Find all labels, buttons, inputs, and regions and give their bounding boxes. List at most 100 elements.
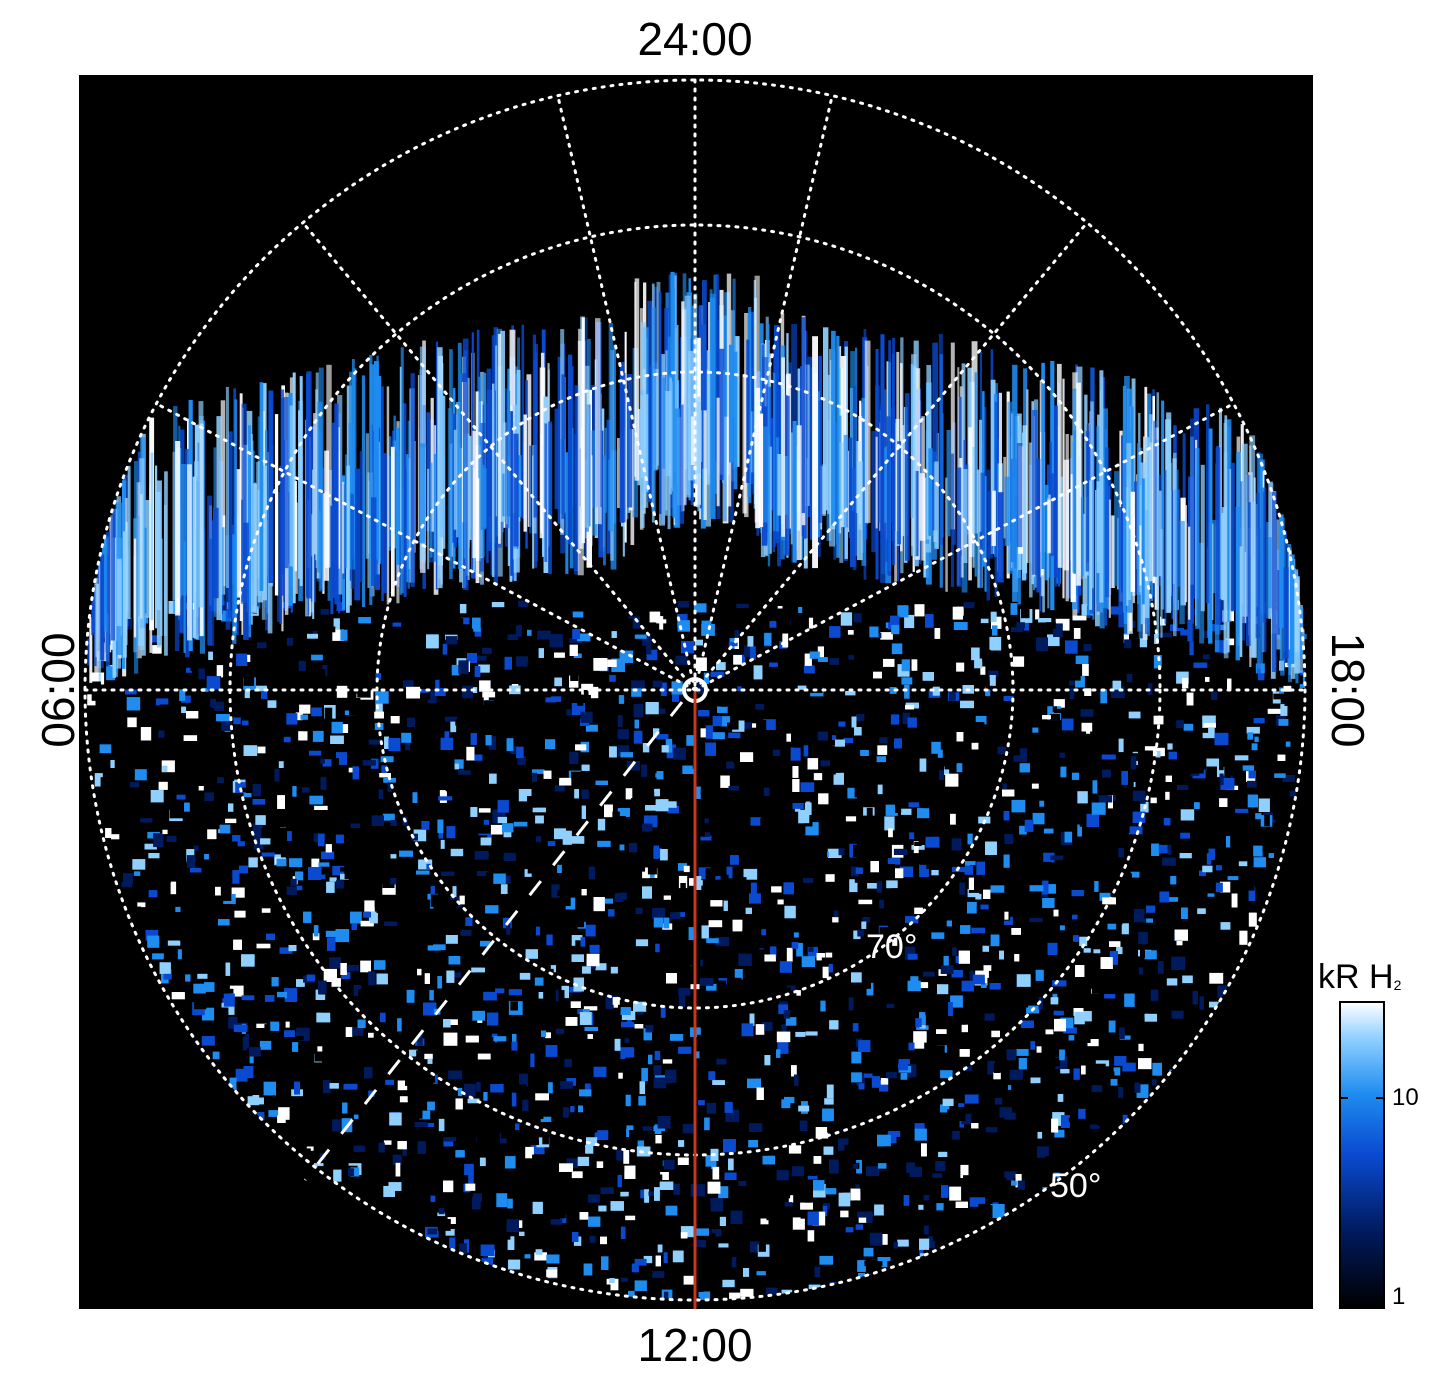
noise-pixel: [670, 1034, 684, 1041]
noise-pixel: [704, 995, 718, 1008]
noise-pixel: [1115, 650, 1128, 655]
noise-pixel: [710, 671, 725, 677]
noise-pixel: [111, 834, 120, 840]
noise-pixel: [1158, 844, 1168, 854]
noise-pixel: [309, 795, 323, 805]
noise-pixel: [335, 834, 344, 844]
noise-pixel: [1104, 994, 1116, 999]
noise-pixel: [353, 1114, 359, 1119]
noise-pixel: [955, 1201, 968, 1208]
noise-pixel: [620, 1275, 628, 1282]
noise-pixel: [697, 1034, 708, 1040]
noise-pixel: [678, 1140, 685, 1147]
noise-pixel: [312, 933, 320, 941]
noise-pixel: [483, 991, 497, 1001]
noise-pixel: [1009, 946, 1015, 954]
noise-pixel: [663, 1160, 675, 1170]
noise-pixel: [374, 960, 386, 970]
noise-pixel: [472, 1010, 485, 1021]
noise-pixel: [821, 957, 836, 964]
noise-pixel: [470, 733, 477, 745]
noise-pixel: [577, 1156, 590, 1166]
noise-pixel: [147, 935, 160, 948]
auroral-streak: [1200, 464, 1205, 612]
noise-pixel: [1152, 1062, 1162, 1076]
noise-pixel: [322, 1080, 331, 1093]
noise-pixel: [508, 1259, 521, 1270]
noise-pixel: [1193, 662, 1208, 668]
noise-pixel: [833, 1093, 842, 1102]
noise-pixel: [300, 1148, 311, 1159]
noise-pixel: [1064, 831, 1072, 843]
noise-pixel: [512, 1033, 517, 1048]
noise-pixel: [512, 946, 526, 953]
noise-pixel: [208, 718, 221, 732]
noise-pixel: [848, 655, 855, 660]
noise-pixel: [181, 858, 190, 873]
noise-pixel: [277, 1115, 286, 1123]
noise-pixel: [672, 731, 683, 736]
noise-pixel: [790, 747, 801, 761]
noise-pixel: [1100, 689, 1107, 704]
noise-pixel: [326, 881, 335, 893]
noise-pixel: [502, 1231, 511, 1240]
noise-pixel: [1070, 795, 1084, 803]
noise-pixel: [1264, 814, 1270, 827]
noise-pixel: [448, 1070, 463, 1080]
noise-pixel: [1080, 922, 1086, 932]
noise-pixel: [774, 990, 789, 1002]
noise-pixel: [108, 807, 118, 815]
noise-pixel: [728, 732, 741, 739]
noise-pixel: [803, 745, 809, 757]
noise-pixel: [1009, 738, 1022, 748]
auroral-streak: [388, 436, 392, 551]
noise-pixel: [332, 652, 346, 667]
noise-pixel: [559, 996, 571, 1011]
noise-pixel: [653, 1077, 667, 1089]
noise-pixel: [845, 691, 856, 696]
noise-pixel: [680, 883, 686, 892]
noise-pixel: [515, 656, 528, 667]
noise-pixel: [497, 1158, 504, 1168]
noise-pixel: [388, 1182, 402, 1191]
noise-pixel: [708, 920, 723, 928]
noise-pixel: [881, 1260, 888, 1268]
auroral-streak: [232, 534, 237, 644]
noise-pixel: [873, 1155, 878, 1166]
noise-pixel: [154, 705, 165, 716]
noise-pixel: [385, 1082, 394, 1090]
noise-pixel: [1079, 814, 1086, 827]
noise-pixel: [1192, 991, 1198, 1005]
noise-pixel: [778, 1004, 788, 1015]
noise-pixel: [252, 823, 263, 837]
noise-pixel: [137, 902, 146, 908]
noise-pixel: [340, 867, 354, 872]
noise-pixel: [973, 1212, 986, 1219]
noise-pixel: [1248, 912, 1257, 927]
noise-pixel: [588, 1216, 601, 1227]
noise-pixel: [744, 645, 754, 657]
auroral-streak: [1190, 418, 1194, 653]
noise-pixel: [348, 1168, 355, 1176]
auroral-streak: [220, 400, 226, 595]
noise-pixel: [681, 641, 695, 654]
noise-pixel: [957, 1107, 966, 1121]
noise-pixel: [1091, 802, 1106, 815]
noise-pixel: [532, 1154, 543, 1168]
noise-pixel: [1109, 654, 1117, 662]
noise-pixel: [758, 1243, 766, 1252]
noise-pixel: [649, 1174, 663, 1184]
noise-pixel: [704, 1117, 710, 1131]
noise-pixel: [525, 949, 538, 959]
noise-pixel: [221, 718, 232, 731]
noise-pixel: [542, 1132, 549, 1145]
noise-pixel: [830, 740, 835, 746]
noise-pixel: [688, 927, 696, 940]
noise-pixel: [909, 832, 915, 840]
noise-pixel: [622, 877, 627, 885]
auroral-streak: [850, 351, 856, 511]
noise-pixel: [1229, 621, 1240, 626]
noise-pixel: [616, 1149, 623, 1161]
noise-pixel: [718, 1186, 729, 1199]
noise-pixel: [673, 1183, 680, 1195]
